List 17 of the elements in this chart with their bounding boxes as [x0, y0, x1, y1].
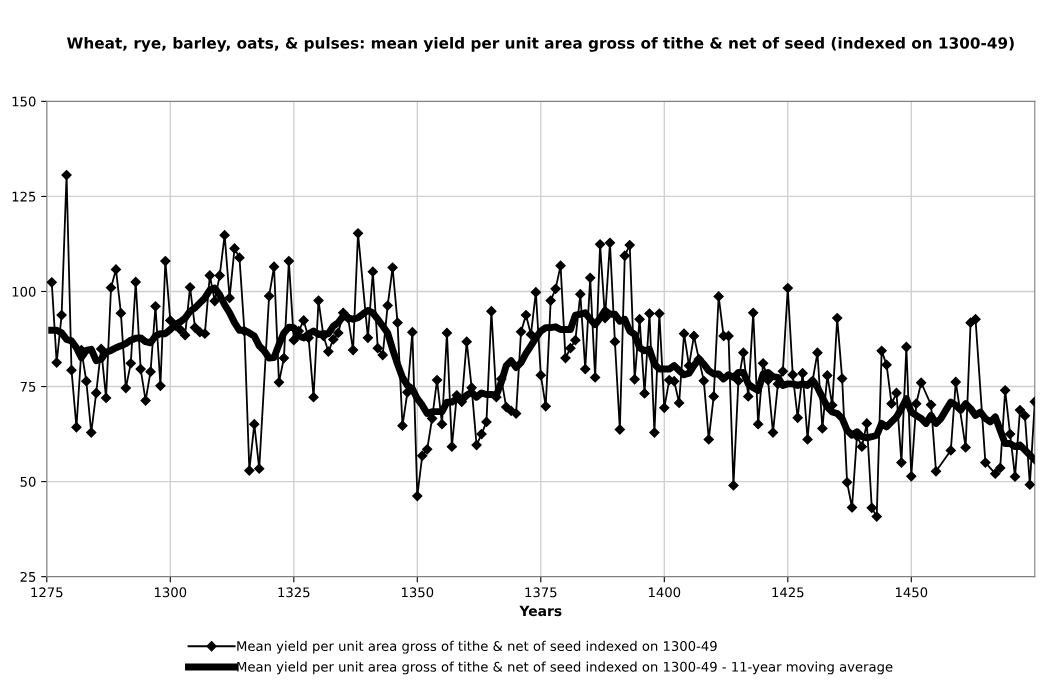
x-tick-label: 1425 — [772, 587, 804, 598]
x-tick-label: 1350 — [401, 587, 434, 598]
x-axis-title: Years — [519, 605, 562, 617]
x-tick-label: 1300 — [154, 587, 187, 598]
x-tick-label: 1275 — [31, 587, 63, 598]
y-tick-label: 100 — [12, 286, 36, 297]
y-tick-label: 50 — [20, 476, 36, 487]
x-tick-label: 1375 — [525, 587, 557, 598]
y-tick-label: 125 — [12, 191, 36, 202]
legend-label: Mean yield per unit area gross of tithe & net of seed indexed on 1300-49 — [237, 640, 717, 654]
chart-title: Wheat, rye, barley, oats, & pulses: mean yield per unit area gross of tithe & net of seed (indexed on 1300-49) — [67, 36, 1014, 52]
y-tick-label: 75 — [20, 381, 36, 392]
x-tick-label: 1325 — [278, 587, 310, 598]
y-tick-label: 150 — [12, 96, 36, 107]
y-tick-label: 25 — [20, 571, 36, 582]
x-tick-label: 1450 — [895, 587, 928, 598]
x-tick-label: 1400 — [648, 587, 681, 598]
